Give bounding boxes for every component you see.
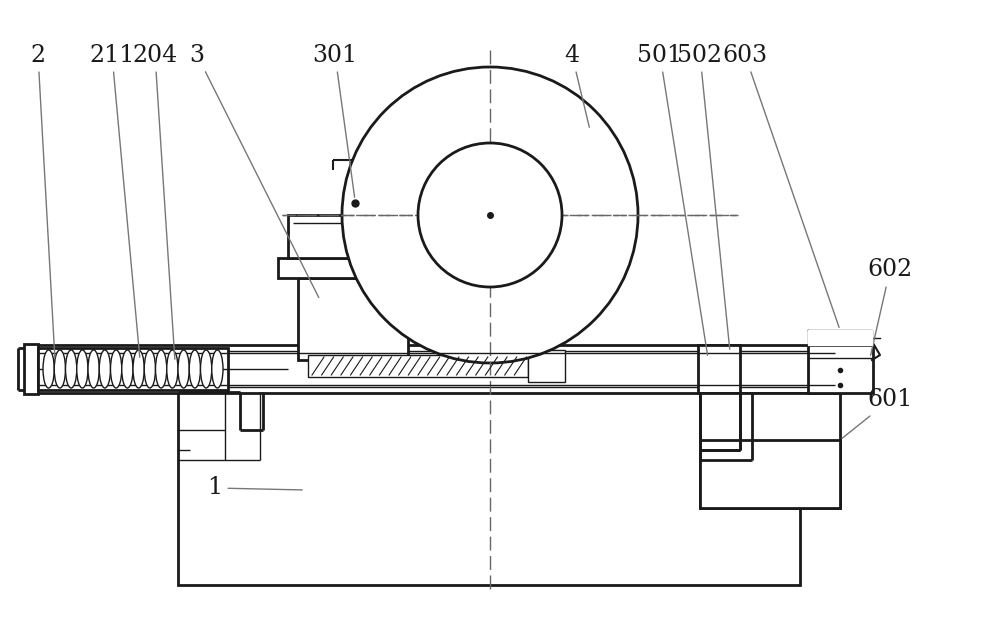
Bar bbox=[38, 345, 835, 393]
Bar bbox=[808, 345, 873, 393]
Bar bbox=[178, 392, 800, 585]
Ellipse shape bbox=[77, 350, 88, 388]
Bar bbox=[700, 440, 840, 508]
Ellipse shape bbox=[189, 350, 200, 388]
Text: 4: 4 bbox=[564, 44, 589, 128]
Circle shape bbox=[342, 67, 638, 363]
Ellipse shape bbox=[144, 350, 156, 388]
Bar bbox=[24, 344, 38, 394]
Bar bbox=[38, 348, 228, 390]
Ellipse shape bbox=[133, 350, 144, 388]
Ellipse shape bbox=[99, 350, 110, 388]
Bar bbox=[418, 220, 440, 240]
Text: 501: 501 bbox=[637, 44, 708, 355]
Ellipse shape bbox=[54, 350, 66, 388]
Text: 204: 204 bbox=[132, 44, 178, 360]
Ellipse shape bbox=[88, 350, 99, 388]
Text: 602: 602 bbox=[867, 259, 913, 355]
Bar bbox=[700, 393, 840, 508]
Text: 603: 603 bbox=[722, 44, 839, 327]
Ellipse shape bbox=[200, 350, 212, 388]
Ellipse shape bbox=[110, 350, 122, 388]
Bar bbox=[698, 345, 740, 393]
Ellipse shape bbox=[66, 350, 77, 388]
Bar bbox=[288, 215, 418, 258]
Bar bbox=[278, 258, 428, 278]
Text: 211: 211 bbox=[89, 44, 140, 357]
Text: 502: 502 bbox=[677, 44, 730, 349]
Polygon shape bbox=[808, 330, 872, 345]
Text: 1: 1 bbox=[207, 476, 302, 499]
Ellipse shape bbox=[167, 350, 178, 388]
Ellipse shape bbox=[178, 350, 189, 388]
Ellipse shape bbox=[122, 350, 133, 388]
Text: 2: 2 bbox=[30, 44, 55, 357]
Bar bbox=[308, 355, 528, 377]
Bar bbox=[298, 278, 408, 360]
Bar bbox=[528, 350, 565, 382]
Text: 3: 3 bbox=[190, 44, 319, 297]
Ellipse shape bbox=[156, 350, 167, 388]
Circle shape bbox=[418, 143, 562, 287]
Text: 601: 601 bbox=[842, 389, 913, 439]
Ellipse shape bbox=[43, 350, 54, 388]
Text: 301: 301 bbox=[312, 44, 358, 197]
Bar bbox=[44, 351, 829, 387]
Ellipse shape bbox=[212, 350, 223, 388]
